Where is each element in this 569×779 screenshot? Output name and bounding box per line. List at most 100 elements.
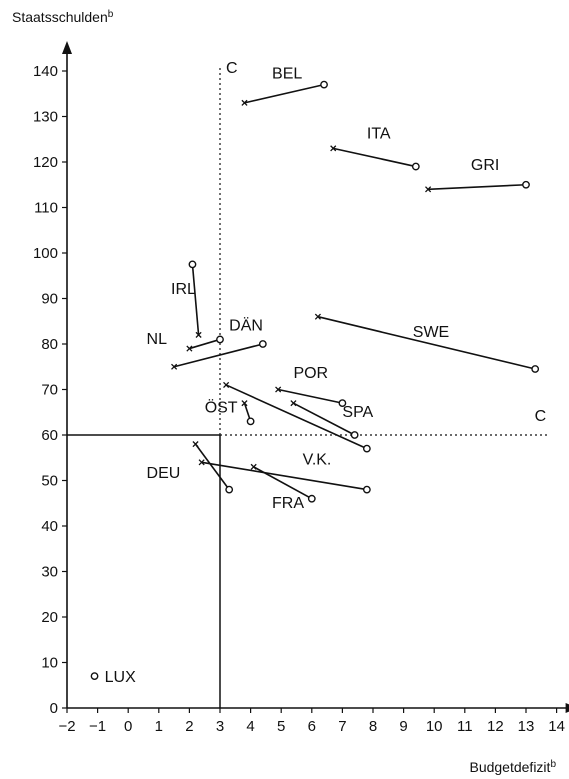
- y-tick-label: 110: [34, 200, 58, 217]
- series-line-por: [277, 388, 343, 404]
- x-tick-label: 2: [185, 718, 193, 735]
- y-tick-label: 140: [33, 63, 58, 80]
- x-tick-label: 4: [246, 718, 254, 735]
- point-end-unlabelled-10: [362, 444, 371, 453]
- label-deu: DEU: [147, 465, 181, 482]
- point-start-ita: [330, 145, 337, 152]
- x-tick-label: −2: [58, 718, 75, 735]
- series-line-swe: [317, 315, 536, 370]
- point-end-nl: [216, 335, 224, 344]
- series-line-irl: [191, 264, 200, 335]
- point-start-öst: [241, 400, 248, 407]
- x-axis-arrow: [565, 703, 569, 713]
- series-dän: DÄN: [171, 316, 267, 370]
- x-tick-label: 10: [426, 718, 443, 735]
- point-end-öst: [246, 417, 255, 426]
- series-line-nl: [189, 338, 221, 350]
- point-start-spa: [290, 400, 297, 407]
- series-irl: IRL: [171, 260, 202, 338]
- x-tick-label: 12: [487, 718, 504, 735]
- y-tick-label: 100: [33, 245, 58, 262]
- point-start-v-k-: [198, 459, 205, 466]
- series-por: POR: [275, 365, 347, 408]
- label-fra: FRA: [272, 495, 304, 512]
- series-lux: LUX: [90, 669, 136, 686]
- series-gri: GRI: [425, 157, 530, 193]
- point-end-ita: [411, 162, 420, 171]
- point-end-dän: [258, 340, 267, 348]
- x-tick-label: 1: [155, 718, 163, 735]
- series-ita: ITA: [330, 125, 420, 171]
- series-spa: SPA: [290, 400, 374, 439]
- y-tick-label: 40: [41, 518, 58, 535]
- x-tick-label: 8: [369, 718, 377, 735]
- point-start-gri: [425, 186, 432, 193]
- series-öst: ÖST: [205, 398, 255, 426]
- series-swe: SWE: [314, 313, 540, 373]
- point-start-nl: [186, 345, 193, 352]
- point-end-irl: [188, 260, 197, 269]
- y-tick-label: 20: [41, 609, 58, 626]
- point-end-spa: [350, 431, 359, 439]
- series-v-k-: V.K.: [198, 452, 371, 494]
- x-tick-label: 0: [124, 718, 132, 735]
- series-line-deu: [194, 443, 230, 491]
- x-axis-title: Budgetdefizitb: [469, 759, 556, 775]
- label-nl: NL: [147, 331, 168, 348]
- x-tick-label: 11: [457, 718, 473, 735]
- y-tick-label: 80: [41, 336, 58, 353]
- y-tick-label: 50: [41, 473, 58, 490]
- y-axis-title: Staatsschuldenb: [12, 9, 114, 25]
- point-start-por: [275, 386, 282, 393]
- point-end-lux: [90, 672, 99, 681]
- y-tick-label: 120: [33, 154, 58, 171]
- label-irl: IRL: [171, 281, 196, 298]
- criterion-label-debt: C: [535, 408, 547, 425]
- x-tick-label: 3: [216, 718, 224, 735]
- axes: −2 −1 0 1 2 3 4 5 6 7 8 9 10 11 12 13 140102030405060708…: [33, 41, 569, 735]
- series-bel: BEL: [241, 66, 328, 106]
- point-end-v-k-: [362, 485, 371, 494]
- y-tick-label: 30: [41, 564, 58, 581]
- label-por: POR: [293, 365, 328, 382]
- point-end-por: [338, 399, 347, 408]
- series-line-dän: [173, 343, 264, 368]
- label-swe: SWE: [413, 324, 449, 341]
- x-tick-label: 13: [518, 718, 535, 735]
- criterion-label-deficit: C: [226, 60, 238, 77]
- point-end-bel: [320, 80, 328, 89]
- point-start-bel: [241, 99, 248, 106]
- label-v-k-: V.K.: [303, 452, 332, 469]
- series-line-ita: [333, 147, 417, 168]
- point-start-irl: [195, 331, 202, 338]
- point-start-dän: [171, 363, 178, 370]
- series-line-spa: [293, 402, 356, 436]
- label-lux: LUX: [105, 669, 136, 686]
- x-tick-label: 6: [308, 718, 316, 735]
- x-tick-label: 7: [338, 718, 346, 735]
- label-öst: ÖST: [205, 398, 238, 416]
- label-bel: BEL: [272, 66, 302, 83]
- series-fra: FRA: [250, 463, 316, 512]
- y-axis-arrow: [62, 41, 72, 54]
- label-spa: SPA: [342, 404, 373, 421]
- y-tick-label: 130: [33, 109, 58, 126]
- series-nl: NL: [147, 331, 224, 352]
- series-unlabelled-10: [223, 381, 371, 453]
- point-start-fra: [250, 463, 257, 470]
- point-end-deu: [225, 485, 234, 494]
- y-tick-label: 60: [41, 427, 58, 444]
- point-end-gri: [522, 180, 530, 189]
- reference-lines: CC: [67, 60, 549, 708]
- series-line-fra: [253, 466, 313, 500]
- series-line-bel: [244, 83, 325, 104]
- series-line-v-k-: [201, 461, 368, 491]
- x-tick-label: 14: [548, 718, 565, 735]
- x-tick-label: 5: [277, 718, 285, 735]
- label-dän: DÄN: [229, 316, 263, 334]
- point-end-swe: [531, 365, 540, 373]
- series-group: BEL ITA GRI IRL NL DÄN SWE POR ÖST SPA DEU V.K. FRA L…: [90, 66, 540, 686]
- y-tick-label: 90: [41, 291, 58, 308]
- point-start-swe: [314, 313, 321, 320]
